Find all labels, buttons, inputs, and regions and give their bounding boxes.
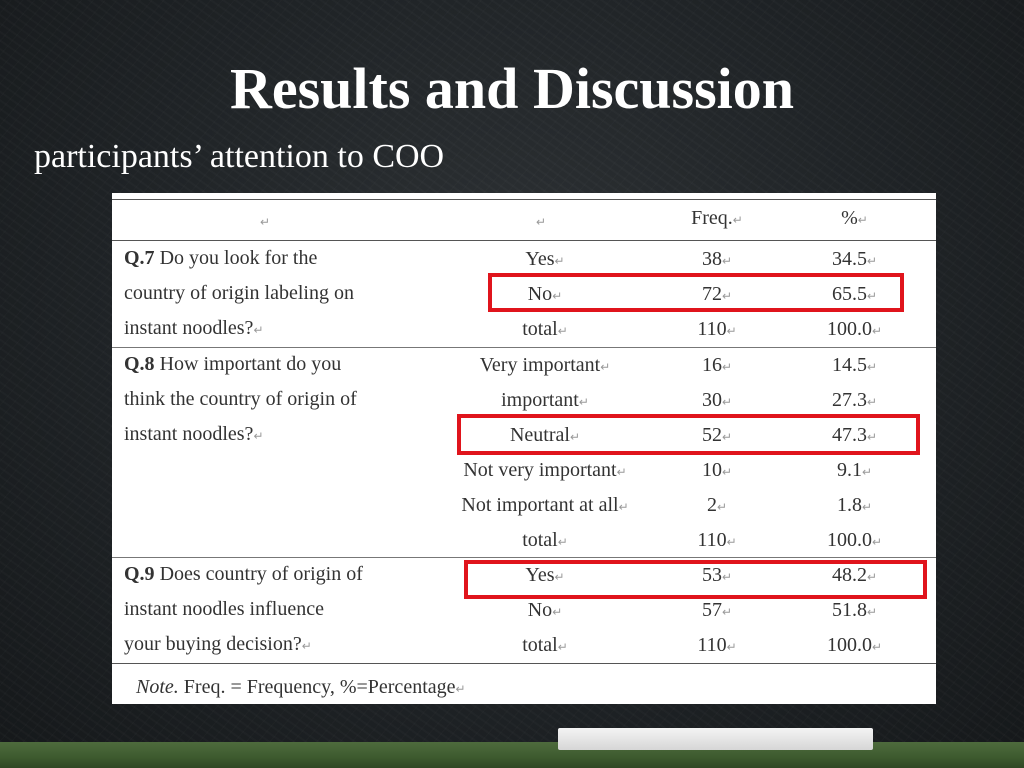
q8-freq-total: 110↵ <box>697 529 737 551</box>
q9-answer-yes: Yes↵ <box>525 564 565 586</box>
header-percent: %↵ <box>841 207 868 229</box>
slide-title: Results and Discussion <box>229 56 795 121</box>
header-rule <box>112 240 936 241</box>
q9-freq-no: 57↵ <box>701 599 733 621</box>
header-mark-2: ↵ <box>536 215 547 229</box>
q8-pct-total: 100.0↵ <box>826 529 883 551</box>
q8-freq-important: 30↵ <box>701 389 733 411</box>
highlight-box-q8-neutral <box>457 414 920 455</box>
q8-freq-neutral: 52↵ <box>701 424 733 446</box>
q8-pct-not-very-important: 9.1↵ <box>836 459 873 481</box>
q8-freq-not-important-at-all: 2↵ <box>706 494 728 516</box>
q8-pct-very-important: 14.5↵ <box>831 354 878 376</box>
q8-freq-very-important: 16↵ <box>701 354 733 376</box>
q7-bottom-rule <box>112 347 936 348</box>
highlight-box-q9-yes <box>464 560 927 599</box>
q8-answer-total: total↵ <box>522 529 568 551</box>
q8-pct-not-important-at-all: 1.8↵ <box>836 494 873 516</box>
q9-freq-total: 110↵ <box>697 634 737 656</box>
header-freq: Freq.↵ <box>691 207 743 229</box>
q8-answer-not-important-at-all: Not important at all↵ <box>461 494 629 516</box>
q8-pct-neutral: 47.3↵ <box>831 424 878 446</box>
q7-question: Q.7 Do you look for the country of origi… <box>124 247 354 339</box>
q9-pct-total: 100.0↵ <box>826 634 883 656</box>
chalk-eraser <box>558 728 873 750</box>
highlight-box-q7-no <box>488 273 904 312</box>
q8-answer-not-very-important: Not very important↵ <box>463 459 627 481</box>
q8-freq-not-very-important: 10↵ <box>701 459 733 481</box>
q8-answer-neutral: Neutral↵ <box>509 424 581 446</box>
q7-answer-no: No↵ <box>527 283 563 305</box>
q7-freq-yes: 38↵ <box>701 248 733 270</box>
q7-pct-yes: 34.5↵ <box>831 248 878 270</box>
q8-question: Q.8 How important do you think the count… <box>124 353 357 445</box>
q8-bottom-rule <box>112 557 936 558</box>
q7-freq-total: 110↵ <box>697 318 737 340</box>
table-bottom-rule <box>112 663 936 664</box>
q7-pct-total: 100.0↵ <box>826 318 883 340</box>
q8-answer-important: important↵ <box>501 389 589 411</box>
header-mark-1: ↵ <box>260 215 271 229</box>
q9-question: Q.9 Does country of origin of instant no… <box>124 563 363 655</box>
q9-pct-no: 51.8↵ <box>831 599 878 621</box>
q9-answer-no: No↵ <box>527 599 563 621</box>
q9-pct-yes: 48.2↵ <box>831 564 878 586</box>
q8-answer-very-important: Very important↵ <box>479 354 611 376</box>
q8-pct-important: 27.3↵ <box>831 389 878 411</box>
q7-answer-yes: Yes↵ <box>525 248 565 270</box>
q7-pct-no: 65.5↵ <box>831 283 878 305</box>
slide-subtitle: participants’ attention to COO <box>34 138 445 175</box>
results-table: ↵ ↵ Freq.↵ %↵ Q.7 Do you look for the co… <box>112 193 936 704</box>
table-note: Note. Freq. = Frequency, %=Percentage↵ <box>136 676 466 698</box>
q9-answer-total: total↵ <box>522 634 568 656</box>
table-top-rule <box>112 199 936 200</box>
q9-freq-yes: 53↵ <box>701 564 733 586</box>
q7-freq-no: 72↵ <box>701 283 733 305</box>
q7-answer-total: total↵ <box>522 318 568 340</box>
